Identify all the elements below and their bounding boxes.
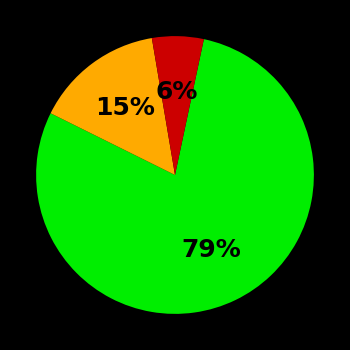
Text: 6%: 6% [155, 80, 198, 104]
Wedge shape [152, 36, 204, 175]
Wedge shape [51, 38, 175, 175]
Text: 79%: 79% [181, 238, 241, 262]
Wedge shape [36, 39, 314, 314]
Text: 15%: 15% [96, 96, 155, 120]
